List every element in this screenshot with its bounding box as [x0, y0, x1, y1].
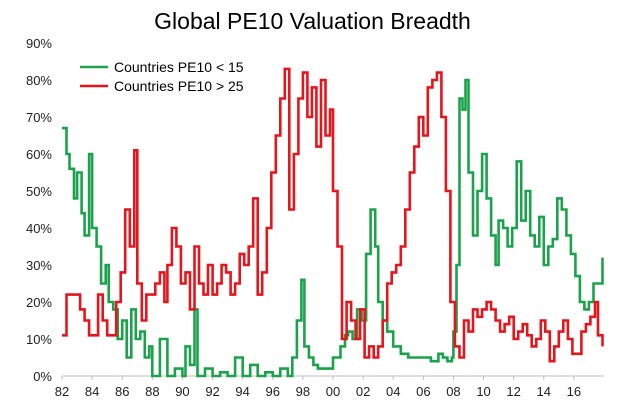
- y-tick-label: 10%: [26, 332, 52, 347]
- series-layer: [62, 67, 604, 378]
- y-tick-label: 60%: [26, 147, 52, 162]
- x-tick-label: 08: [446, 384, 460, 399]
- legend: Countries PE10 < 15 Countries PE10 > 25: [80, 59, 244, 94]
- x-tick-label: 84: [85, 384, 99, 399]
- x-tick-label: 94: [235, 384, 249, 399]
- x-tick-label: 00: [326, 384, 340, 399]
- x-tick-label: 98: [296, 384, 310, 399]
- y-tick-label: 30%: [26, 258, 52, 273]
- y-tick-label: 40%: [26, 221, 52, 236]
- x-tick-label: 14: [537, 384, 551, 399]
- x-tick-label: 16: [567, 384, 581, 399]
- x-tick-label: 90: [175, 384, 189, 399]
- legend-label: Countries PE10 > 25: [114, 78, 244, 94]
- y-tick-label: 0%: [33, 369, 52, 384]
- x-tick-label: 12: [506, 384, 520, 399]
- x-tick-label: 06: [416, 384, 430, 399]
- x-axis-tick-marks: [61, 376, 575, 380]
- x-tick-label: 92: [205, 384, 219, 399]
- y-axis-tick-labels: 0% 10% 20% 30% 40% 50% 60% 70% 80% 90%: [26, 36, 52, 384]
- y-tick-label: 70%: [26, 110, 52, 125]
- x-tick-label: 10: [476, 384, 490, 399]
- y-tick-label: 90%: [26, 36, 52, 51]
- series-line-pe10-above-25: [62, 67, 604, 363]
- legend-label: Countries PE10 < 15: [114, 59, 244, 75]
- series-line-pe10-below-15: [62, 78, 604, 378]
- chart-title: Global PE10 Valuation Breadth: [154, 8, 471, 34]
- x-tick-label: 04: [386, 384, 400, 399]
- x-tick-label: 02: [356, 384, 370, 399]
- y-tick-label: 20%: [26, 295, 52, 310]
- x-tick-label: 88: [145, 384, 159, 399]
- x-tick-label: 96: [266, 384, 280, 399]
- y-tick-label: 80%: [26, 73, 52, 88]
- x-tick-label: 86: [115, 384, 129, 399]
- x-axis-tick-labels: 82 84 86 88 90 92 94 96 98 00 02 04 06 08 10 12 14 16: [55, 384, 581, 399]
- x-tick-label: 82: [55, 384, 69, 399]
- y-tick-label: 50%: [26, 184, 52, 199]
